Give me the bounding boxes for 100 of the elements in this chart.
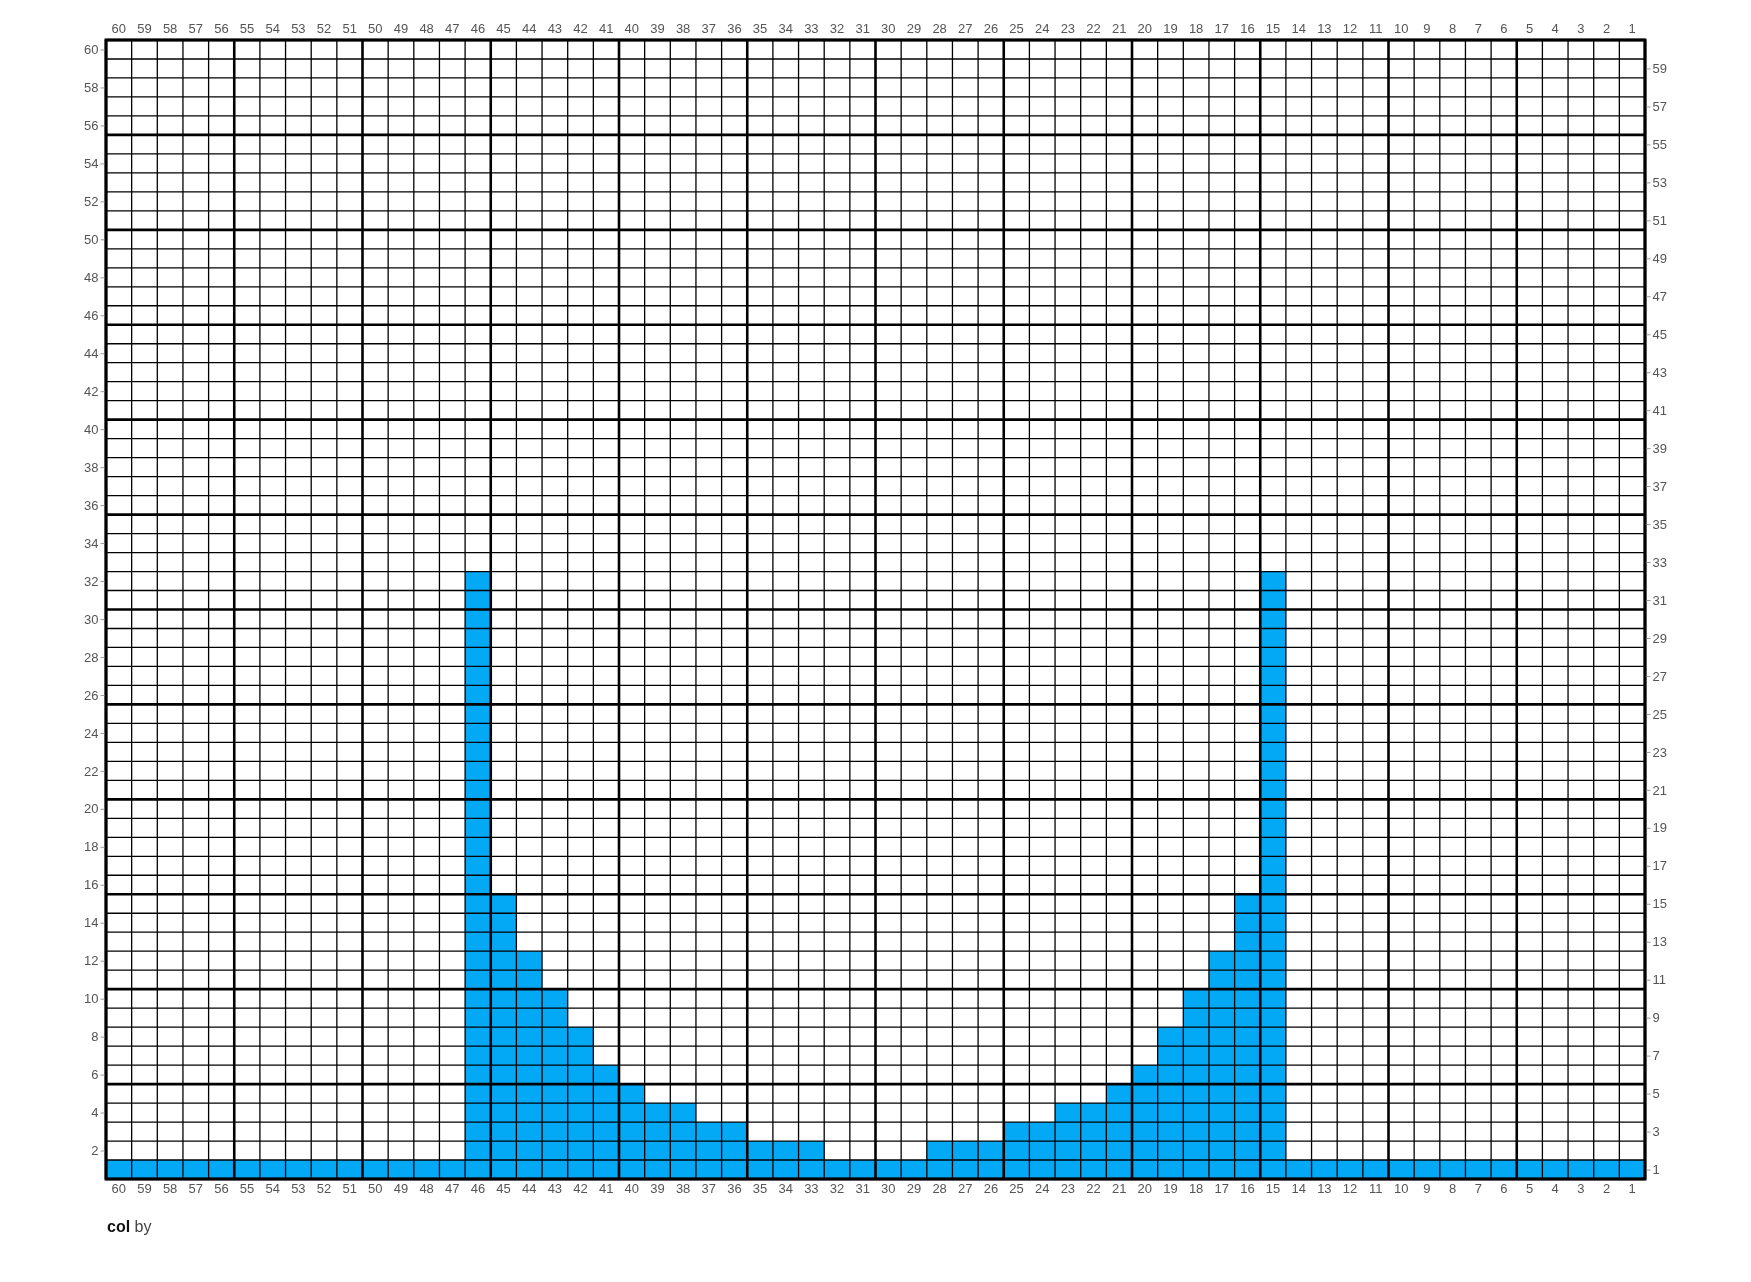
x-tick-label: 39	[650, 1181, 665, 1197]
x-tick-label: 44	[521, 1181, 537, 1197]
y2-tick-label: 19	[1652, 820, 1667, 836]
category-label: 30	[881, 21, 896, 36]
category-label: 45	[496, 21, 511, 36]
x-tick-label: 47	[445, 1181, 460, 1197]
y2-tick-label: 27	[1652, 668, 1667, 684]
category-label: 18	[1188, 21, 1204, 36]
x-tick-label: 9	[1423, 1181, 1431, 1197]
y2-tick-label: 21	[1652, 782, 1667, 798]
category-label: 14	[1291, 21, 1306, 36]
category-label: 35	[752, 21, 768, 36]
category-label: 19	[1163, 21, 1178, 36]
y-tick-label: 8	[91, 1029, 99, 1045]
category-label: 51	[342, 21, 357, 36]
category-label: 29	[906, 21, 922, 36]
y-tick-label: 32	[84, 573, 99, 589]
category-label: 15	[1265, 21, 1281, 36]
y2-tick-label: 1	[1652, 1162, 1660, 1178]
x-tick-label: 28	[932, 1181, 947, 1197]
y2-tick-label: 59	[1652, 61, 1667, 77]
category-label: 25	[1009, 21, 1024, 36]
x-tick-label: 7	[1474, 1181, 1482, 1197]
category-label: 39	[650, 21, 665, 36]
x-tick-label: 50	[368, 1181, 383, 1197]
x-tick-label: 51	[342, 1181, 357, 1197]
category-label: 58	[162, 21, 178, 36]
category-label: 17	[1214, 21, 1230, 36]
x-tick-label: 58	[162, 1181, 178, 1197]
x-tick-label: 57	[188, 1181, 204, 1197]
x-tick-label: 15	[1265, 1181, 1281, 1197]
category-label: 50	[368, 21, 383, 36]
x-tick-label: 42	[573, 1181, 588, 1197]
x-tick-label: 37	[701, 1181, 717, 1197]
x-tick-label: 4	[1551, 1181, 1559, 1197]
x-tick-label: 29	[906, 1181, 922, 1197]
y-tick-label: 48	[84, 269, 99, 285]
category-label: 2	[1602, 21, 1611, 36]
category-label: 59	[137, 21, 152, 36]
y2-tick-label: 35	[1652, 516, 1667, 532]
y2-tick-label: 13	[1652, 934, 1667, 950]
y-tick-label: 36	[84, 497, 99, 513]
category-label: 28	[932, 21, 947, 36]
category-label: 6	[1500, 21, 1508, 36]
category-label: 44	[521, 21, 537, 36]
x-tick-label: 17	[1214, 1181, 1230, 1197]
text: col by	[107, 1218, 152, 1235]
y-tick-label: 2	[91, 1143, 99, 1159]
x-tick-label: 41	[598, 1181, 614, 1197]
category-label: 54	[265, 21, 280, 36]
x-tick-label: 31	[855, 1181, 870, 1197]
x-tick-label: 32	[829, 1181, 845, 1197]
category-label: 8	[1449, 21, 1457, 36]
y-tick-label: 16	[84, 877, 99, 893]
category-label: 20	[1137, 21, 1153, 36]
category-label: 36	[727, 21, 742, 36]
y2-tick-label: 31	[1652, 592, 1667, 608]
x-tick-label: 38	[675, 1181, 691, 1197]
y2-tick-label: 55	[1652, 137, 1667, 153]
category-label: 41	[598, 21, 614, 36]
y2-tick-label: 51	[1652, 213, 1667, 228]
x-tick-label: 1	[1628, 1181, 1636, 1197]
x-tick-label: 2	[1602, 1181, 1611, 1197]
category-label: 49	[393, 21, 409, 36]
category-label: 7	[1474, 21, 1482, 36]
x-tick-label: 14	[1291, 1181, 1306, 1197]
y2-tick-label: 57	[1652, 99, 1667, 115]
category-label: 27	[958, 21, 973, 36]
y-tick-label: 38	[84, 459, 99, 475]
y-tick-label: 44	[84, 345, 99, 361]
x-tick-label: 24	[1034, 1181, 1050, 1197]
y-tick-label: 46	[84, 307, 99, 323]
category-label: 5	[1525, 21, 1534, 36]
y2-tick-label: 3	[1652, 1124, 1660, 1140]
y2-tick-label: 47	[1652, 288, 1667, 304]
x-tick-label: 22	[1086, 1181, 1101, 1197]
category-label: 37	[701, 21, 717, 36]
y-tick-label: 54	[84, 156, 99, 172]
y-tick-label: 26	[84, 687, 99, 703]
x-tick-label: 48	[419, 1181, 434, 1197]
y2-tick-label: 25	[1652, 706, 1667, 722]
y-tick-label: 20	[84, 801, 99, 817]
category-label: 42	[573, 21, 588, 36]
y2-tick-label: 33	[1652, 554, 1667, 570]
x-tick-label: 10	[1394, 1181, 1409, 1197]
category-label: 38	[675, 21, 691, 36]
category-label: 21	[1111, 21, 1127, 36]
y2-tick-label: 9	[1652, 1010, 1660, 1026]
y2-tick-label: 37	[1652, 478, 1667, 494]
x-tick-label: 40	[624, 1181, 640, 1197]
x-tick-label: 52	[316, 1181, 332, 1197]
category-label: 22	[1086, 21, 1101, 36]
x-tick-label: 8	[1449, 1181, 1457, 1197]
category-label: 3	[1577, 21, 1585, 36]
x-tick-label: 19	[1163, 1181, 1178, 1197]
y2-tick-label: 17	[1652, 858, 1667, 874]
y2-tick-label: 39	[1652, 440, 1667, 456]
category-label: 43	[547, 21, 563, 36]
y2-tick-label: 23	[1652, 744, 1667, 760]
x-tick-label: 59	[137, 1181, 152, 1197]
